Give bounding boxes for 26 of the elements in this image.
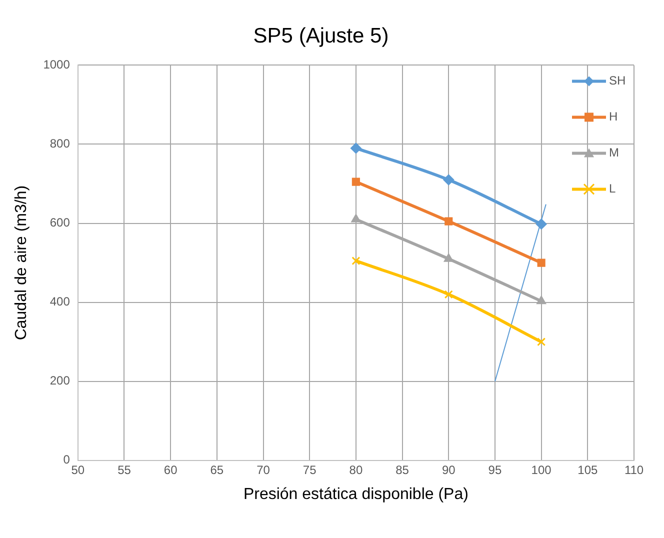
y-tick-label: 0 (63, 452, 70, 467)
y-axis-title: Caudal de aire (m3/h) (13, 185, 30, 340)
x-axis-title: Presión estática disponible (Pa) (243, 486, 468, 503)
x-tick-label: 110 (624, 462, 644, 477)
x-tick-label: 80 (349, 462, 363, 477)
x-tick-label: 60 (164, 462, 178, 477)
chart-title: SP5 (Ajuste 5) (253, 24, 389, 48)
legend-label: H (609, 110, 618, 124)
y-tick-label: 600 (50, 216, 70, 230)
x-tick-label: 105 (578, 462, 598, 477)
legend-label: L (609, 182, 616, 196)
x-tick-label: 55 (118, 462, 132, 477)
x-tick-label: 65 (210, 462, 224, 477)
legend-label: SH (609, 74, 626, 88)
x-tick-label: 100 (531, 462, 552, 477)
y-tick-label: 400 (50, 294, 70, 309)
y-tick-label: 1000 (43, 58, 70, 72)
x-tick-label: 85 (396, 462, 410, 477)
x-tick-label: 90 (442, 462, 456, 477)
x-tick-label: 75 (302, 462, 317, 477)
x-tick-label: 70 (256, 462, 270, 477)
y-tick-label: 800 (50, 136, 70, 151)
y-tick-label: 200 (50, 374, 70, 388)
x-tick-label: 50 (71, 462, 85, 477)
x-tick-label: 95 (488, 462, 502, 477)
legend-label: M (609, 146, 619, 160)
